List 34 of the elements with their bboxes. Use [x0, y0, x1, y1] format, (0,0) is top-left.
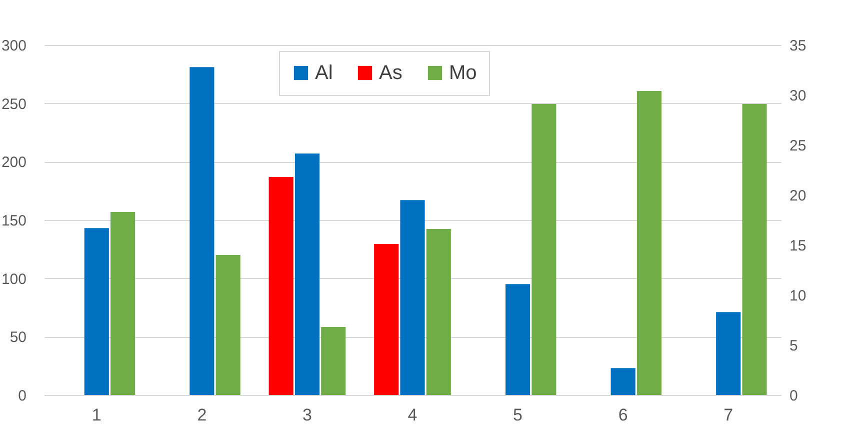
y-tick-label: 50 [10, 329, 26, 346]
y-tick-label: 250 [1, 96, 26, 113]
x-tick-label: 7 [724, 406, 734, 424]
y2-tick-label: 0 [790, 388, 798, 404]
y2-tick-label: 20 [790, 188, 806, 204]
y2-tick-label: 5 [790, 338, 798, 354]
y2-tick-label: 10 [790, 288, 806, 304]
x-tick-label: 5 [513, 406, 523, 424]
y-tick-label: 100 [1, 270, 26, 288]
x-tick-label: 2 [197, 406, 207, 424]
legend-label: Al [315, 62, 333, 84]
bar [190, 67, 214, 395]
x-tick-label: 1 [92, 406, 102, 424]
y-tick-label: 150 [1, 212, 26, 230]
bar [532, 104, 556, 395]
bar [110, 212, 136, 395]
x-tick-label: 4 [408, 406, 418, 424]
y-tick-label: 300 [1, 38, 26, 54]
x-tick-label: 6 [618, 406, 628, 424]
legend-label: Mo [449, 62, 477, 84]
bar [742, 104, 767, 395]
bar [321, 327, 346, 395]
bar [84, 228, 109, 395]
y2-tick-label: 35 [790, 38, 806, 54]
bar [636, 91, 662, 395]
legend-label: As [379, 62, 402, 84]
y-tick-label: 0 [18, 388, 26, 404]
y-tick-label: 200 [1, 154, 26, 172]
bar [610, 368, 636, 395]
y2-tick-label: 30 [790, 88, 806, 104]
y2-tick-label: 15 [790, 238, 806, 254]
bar [716, 312, 741, 395]
x-tick-label: 3 [302, 406, 312, 424]
y2-tick-label: 25 [790, 138, 806, 154]
